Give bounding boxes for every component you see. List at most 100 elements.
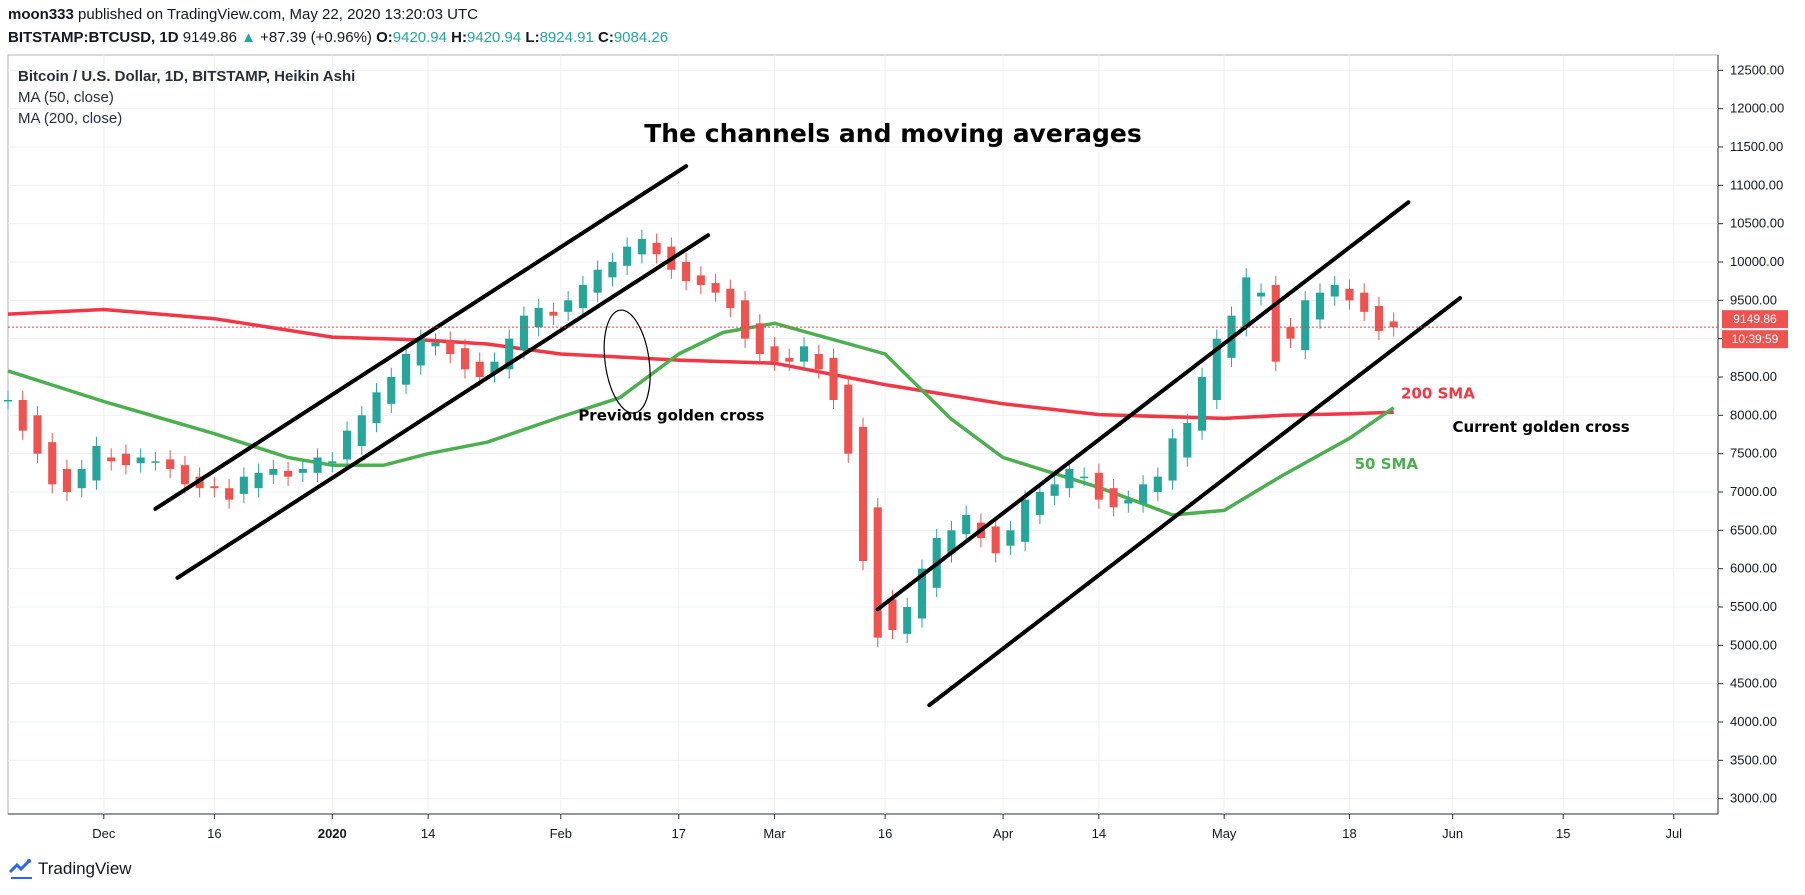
candle-body [726, 288, 735, 308]
candle-body [1197, 377, 1207, 431]
candle-body [77, 469, 86, 489]
legend-ma50[interactable]: MA (50, close) [18, 89, 114, 106]
candle-body [888, 599, 897, 630]
channel-line [175, 233, 711, 580]
ma200-layer [7, 307, 1394, 421]
candle-body [1360, 292, 1369, 312]
candle-body [505, 338, 514, 370]
y-tick-label: 12000.00 [1730, 101, 1784, 116]
annotation-label: Previous golden cross [578, 407, 764, 425]
candle-body [313, 457, 322, 473]
candle-body [549, 311, 558, 316]
candle-body [578, 285, 587, 308]
annotations: Previous golden cross Current golden cros… [578, 309, 1630, 473]
candle-body [593, 269, 602, 293]
candle-body [1242, 277, 1251, 328]
candle-body [269, 469, 278, 475]
candle-body [18, 400, 27, 431]
candle-body [239, 476, 248, 494]
symbol-label[interactable]: BITSTAMP:BTCUSD, 1D [8, 29, 179, 46]
candle-body [298, 469, 307, 473]
x-tick-label: 15 [1556, 826, 1570, 841]
high-label: H: [451, 29, 467, 46]
tradingview-brand[interactable]: TradingView [8, 858, 132, 880]
brand-name: TradingView [38, 859, 132, 878]
high-value: 9420.94 [467, 29, 522, 46]
y-tick-label: 7000.00 [1730, 484, 1777, 499]
close-value: 9084.26 [613, 29, 669, 46]
y-tick-label: 6000.00 [1730, 561, 1777, 576]
candle-body [903, 607, 912, 634]
candle-body [387, 377, 396, 404]
legend-ma200[interactable]: MA (200, close) [18, 110, 122, 127]
x-tick-label: 14 [421, 826, 435, 841]
candle-body [652, 242, 661, 255]
y-tick-label: 11500.00 [1730, 139, 1783, 154]
candle-body [475, 361, 484, 377]
candle-body [564, 300, 573, 312]
tradingview-logo-icon [8, 859, 32, 879]
channel-lines [153, 164, 1463, 708]
candle-body [1374, 306, 1384, 331]
x-tick-label: Apr [993, 826, 1014, 841]
candle-body [328, 461, 337, 464]
candle-body [210, 486, 219, 489]
x-tick-label: 14 [1092, 826, 1106, 841]
candle-body [1315, 292, 1325, 320]
y-tick-label: 8500.00 [1730, 369, 1777, 384]
y-tick-label: 4500.00 [1730, 676, 1777, 691]
candle-body [121, 453, 130, 466]
candle-body [1021, 499, 1030, 542]
quote-line: BITSTAMP:BTCUSD, 1D 9149.86 ▲ +87.39 (+0… [8, 29, 668, 46]
candle-body [1109, 488, 1118, 508]
open-value: 9420.94 [392, 29, 447, 46]
x-tick-label: 17 [671, 826, 685, 841]
x-tick-label: 18 [1342, 826, 1356, 841]
current-price-badge [1722, 310, 1788, 329]
candle-body [1345, 288, 1354, 301]
x-tick-label: Dec [92, 826, 116, 841]
candle-body [1330, 285, 1339, 297]
y-tick-label: 5500.00 [1730, 599, 1777, 614]
candle-body [711, 283, 720, 293]
candle-body [136, 457, 145, 464]
x-tick-label: May [1212, 826, 1237, 841]
candle-body [180, 465, 189, 485]
candle-body [873, 507, 882, 638]
x-tick-label: 16 [207, 826, 221, 841]
candle-body [829, 357, 838, 400]
annotation-label: Current golden cross [1453, 418, 1630, 436]
candle-body [917, 568, 927, 619]
annotation-label: 50 SMA [1355, 455, 1419, 473]
candle-body [637, 239, 646, 255]
y-tick-label: 7500.00 [1730, 446, 1777, 461]
publish-text: published on TradingView.com, May 22, 20… [78, 6, 478, 23]
candle-body [962, 515, 971, 535]
author-name[interactable]: moon333 [8, 6, 74, 23]
x-tick-label: Jul [1665, 826, 1682, 841]
candle-body [519, 315, 529, 351]
candle-body [33, 415, 42, 454]
candle-body [254, 472, 263, 489]
candle-body [48, 442, 57, 485]
candle-body [107, 457, 116, 462]
candle-body [682, 262, 691, 282]
candle-body [755, 323, 764, 354]
candle-body [1183, 423, 1192, 458]
candle-body [3, 400, 13, 402]
candle-body [446, 340, 455, 354]
candle-body [1271, 285, 1280, 362]
candle-body [1153, 476, 1162, 492]
candle-body [1286, 327, 1295, 339]
countdown-badge [1722, 330, 1788, 349]
low-value: 8924.91 [539, 29, 594, 46]
candle-body [1301, 300, 1310, 351]
chart-title: The channels and moving averages [644, 119, 1142, 148]
y-tick-label: 9500.00 [1730, 292, 1777, 307]
x-tick-label: Feb [550, 826, 572, 841]
candle-body [785, 357, 794, 362]
price-change: +87.39 (+0.96%) [260, 29, 372, 46]
x-tick-label: 2020 [318, 826, 347, 841]
candle-body [1094, 472, 1103, 500]
